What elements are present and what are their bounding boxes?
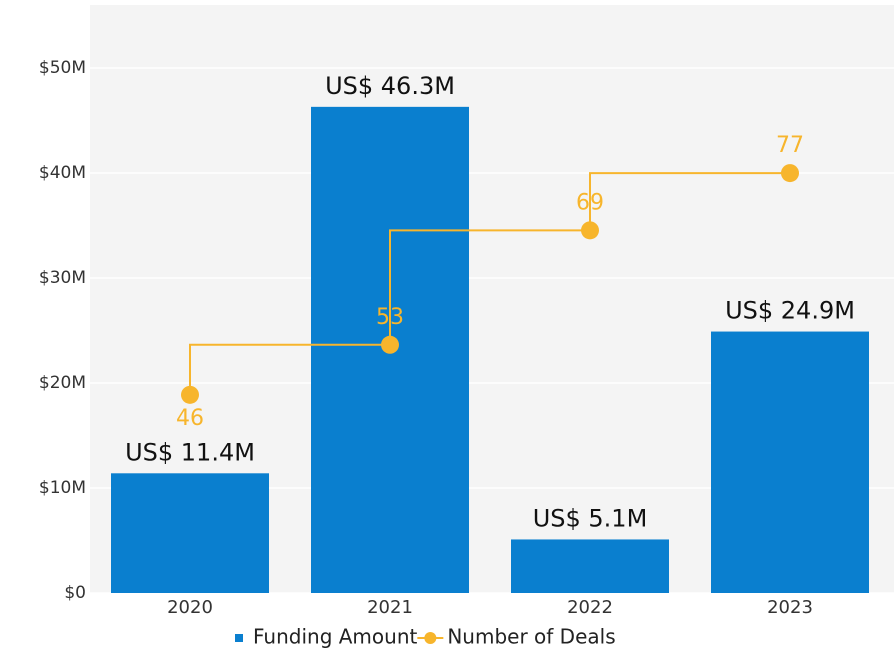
data-label: 46 bbox=[176, 406, 204, 431]
legend-swatch bbox=[235, 634, 243, 642]
legend-label: Number of Deals bbox=[447, 625, 615, 649]
line-point bbox=[781, 164, 799, 183]
data-label: US$ 46.3M bbox=[325, 72, 455, 100]
legend-swatch bbox=[424, 632, 437, 644]
step-line bbox=[189, 343, 390, 395]
data-label: US$ 11.4M bbox=[125, 438, 255, 466]
x-tick-label: 2021 bbox=[367, 597, 413, 618]
y-tick-label: $10M bbox=[39, 478, 86, 498]
data-label: 53 bbox=[376, 305, 404, 330]
step-line bbox=[589, 172, 790, 231]
line-point bbox=[181, 385, 199, 404]
line-point bbox=[581, 221, 599, 240]
y-tick-label: $30M bbox=[39, 268, 86, 288]
legend-label: Funding Amount bbox=[253, 625, 417, 649]
x-tick-label: 2022 bbox=[567, 597, 613, 618]
data-label: 69 bbox=[576, 190, 604, 215]
bar bbox=[711, 331, 869, 593]
data-label: 77 bbox=[776, 133, 804, 158]
bar bbox=[511, 539, 669, 593]
y-tick-label: $50M bbox=[39, 58, 86, 78]
bar bbox=[111, 473, 269, 593]
legend: Funding Amount Number of Deals bbox=[235, 625, 616, 649]
x-tick-label: 2023 bbox=[767, 597, 813, 618]
step-line bbox=[389, 229, 590, 345]
data-label: US$ 24.9M bbox=[725, 297, 855, 325]
y-tick-label: $20M bbox=[39, 373, 86, 393]
x-tick-label: 2020 bbox=[167, 597, 213, 618]
y-tick-label: $0 bbox=[64, 583, 86, 603]
line-point bbox=[381, 335, 399, 354]
y-tick-label: $40M bbox=[39, 163, 86, 183]
data-label: US$ 5.1M bbox=[533, 504, 648, 532]
